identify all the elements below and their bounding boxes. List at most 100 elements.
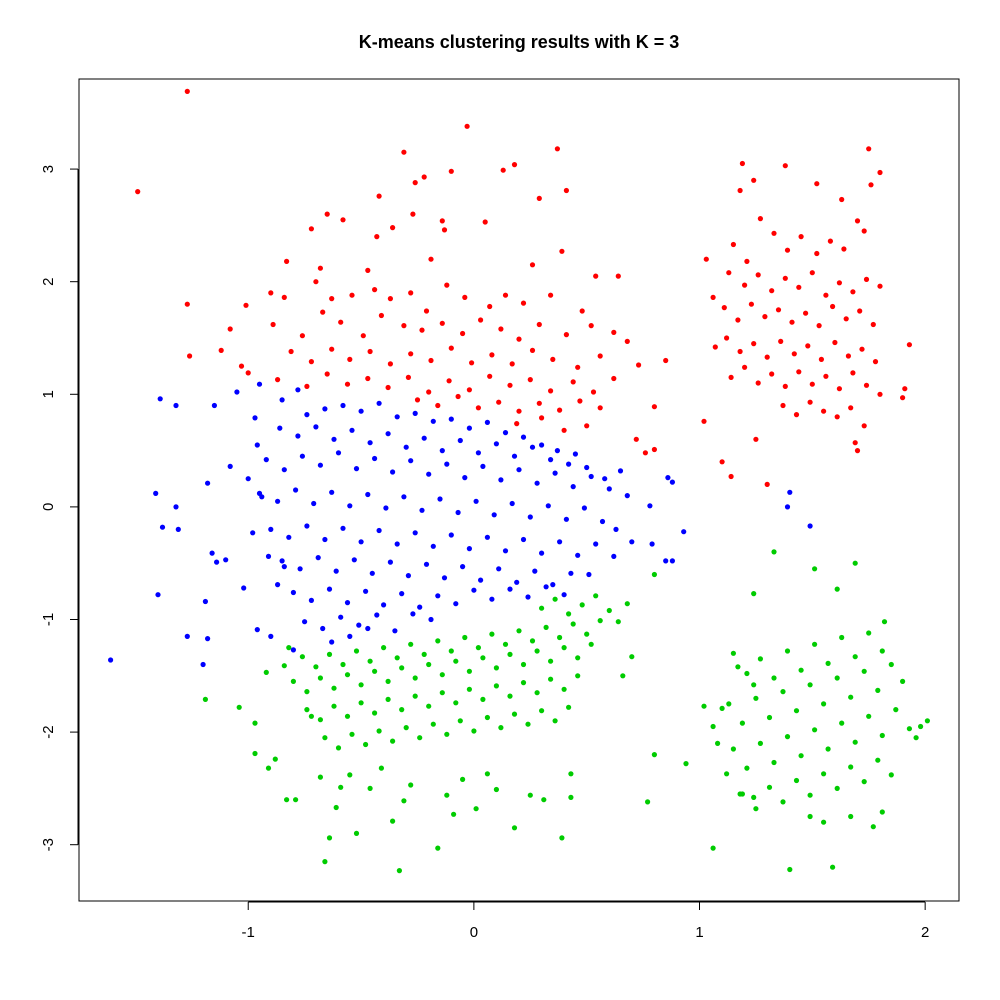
data-point xyxy=(563,332,570,338)
data-point xyxy=(748,301,755,307)
data-point xyxy=(372,668,378,674)
data-point xyxy=(548,658,554,664)
data-point xyxy=(563,516,570,522)
data-point xyxy=(561,427,567,433)
data-point xyxy=(575,364,581,370)
data-point xyxy=(214,559,220,565)
x-axis: -1 0 1 2 xyxy=(242,901,929,941)
data-point xyxy=(493,683,499,689)
data-point xyxy=(559,835,565,841)
data-point xyxy=(498,477,504,483)
data-point xyxy=(755,272,761,278)
data-point xyxy=(417,735,423,741)
data-point xyxy=(834,785,840,792)
data-point xyxy=(338,319,344,325)
data-point xyxy=(559,248,565,254)
data-point xyxy=(480,463,486,469)
data-point xyxy=(852,440,858,446)
data-point xyxy=(376,527,382,534)
data-point xyxy=(735,317,741,323)
data-point xyxy=(202,598,208,605)
y-tick-label: 2 xyxy=(40,278,57,286)
data-point xyxy=(408,782,414,788)
data-point xyxy=(460,330,466,337)
data-point xyxy=(552,470,558,476)
data-point xyxy=(135,189,141,195)
data-point xyxy=(421,174,427,180)
data-point xyxy=(500,167,506,173)
data-point xyxy=(753,806,759,812)
data-point xyxy=(757,216,764,222)
data-point xyxy=(771,759,777,766)
data-point xyxy=(462,294,468,300)
data-point xyxy=(211,402,217,409)
data-point xyxy=(378,765,384,771)
data-point xyxy=(254,442,260,448)
data-point xyxy=(789,319,795,325)
data-point xyxy=(836,386,843,392)
data-point xyxy=(356,622,362,628)
data-point xyxy=(376,193,382,199)
data-point xyxy=(299,453,305,459)
data-point xyxy=(263,457,269,463)
data-point xyxy=(331,703,337,709)
data-point xyxy=(435,593,441,599)
data-point xyxy=(451,811,457,817)
data-point xyxy=(568,771,574,777)
data-point xyxy=(902,386,908,392)
data-point xyxy=(277,425,283,431)
data-point xyxy=(857,308,863,314)
data-point xyxy=(787,489,793,495)
cluster-1-points xyxy=(135,88,913,487)
data-point xyxy=(796,369,802,375)
x-tick-label: -1 xyxy=(242,924,255,941)
data-point xyxy=(272,756,278,762)
data-point xyxy=(570,484,576,490)
data-point xyxy=(412,693,418,699)
data-point xyxy=(520,300,527,306)
data-point xyxy=(320,309,326,315)
data-point xyxy=(227,326,233,332)
data-point xyxy=(575,655,581,661)
data-point xyxy=(584,464,590,471)
data-point xyxy=(326,651,333,658)
data-point xyxy=(441,227,448,233)
data-point xyxy=(317,462,323,468)
data-point xyxy=(879,809,885,815)
data-point xyxy=(584,423,590,429)
data-point xyxy=(861,668,867,674)
data-point xyxy=(636,362,642,368)
data-point xyxy=(408,351,414,357)
data-point xyxy=(270,321,276,328)
data-point xyxy=(520,661,527,668)
data-point xyxy=(509,500,515,507)
data-point xyxy=(701,703,707,709)
data-point xyxy=(825,746,831,752)
data-point xyxy=(843,316,849,322)
data-point xyxy=(349,292,355,298)
data-point xyxy=(516,408,522,414)
data-point xyxy=(798,667,804,673)
data-point xyxy=(527,377,533,383)
data-point xyxy=(372,455,378,462)
data-point xyxy=(780,689,786,695)
data-point xyxy=(866,630,872,636)
data-point xyxy=(484,771,490,777)
data-point xyxy=(489,352,495,358)
data-point xyxy=(387,296,393,302)
data-point xyxy=(534,648,540,654)
data-point xyxy=(913,735,919,741)
data-point xyxy=(534,690,540,696)
data-point xyxy=(839,196,845,203)
data-point xyxy=(243,302,249,308)
data-point xyxy=(854,218,861,224)
data-point xyxy=(839,634,845,641)
data-point xyxy=(491,512,497,518)
data-point xyxy=(304,412,310,418)
data-point xyxy=(568,794,574,801)
data-point xyxy=(338,614,344,620)
data-point xyxy=(805,343,811,349)
data-point xyxy=(836,280,843,286)
data-point xyxy=(755,380,761,386)
data-point xyxy=(841,246,847,252)
